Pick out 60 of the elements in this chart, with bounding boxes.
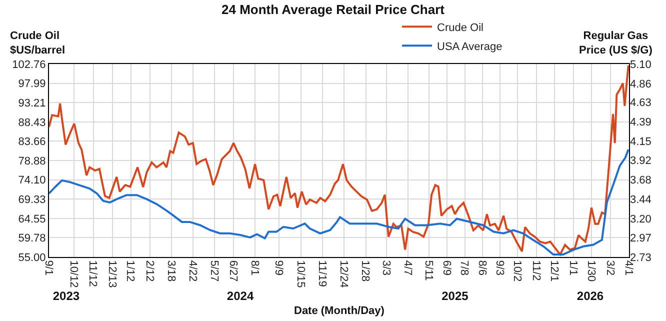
x2-tick-label: 2024 [226,289,254,303]
x-tick-label: 5/11 [422,260,435,281]
x-tick-label: 9/9 [272,260,284,276]
x-tick-label: 2/12 [143,260,156,282]
line-series [49,148,629,256]
chart-title: 24 Month Average Retail Price Chart [222,2,446,17]
x-tick-label: 12/13 [106,260,118,288]
y2-tick-label: 4.86 [630,78,652,90]
x-tick-label: 3/3 [380,260,392,276]
y-tick-label: 59.78 [18,232,46,245]
y2-tick-label: 4.63 [630,97,652,110]
y2-tick-label: 4.15 [630,136,652,148]
y-tick-label: 102.76 [12,58,46,71]
x-tick-label: 11/2 [530,260,542,281]
legend-label: Crude Oil [437,22,484,34]
x-tick-label: 5/27 [208,260,220,282]
y2-tick-label: 3.92 [630,154,652,167]
x-tick-label: 7/8 [458,260,470,276]
x2-tick-label: 2026 [576,289,604,303]
x-tick-label: 10/2 [511,260,524,282]
x-tick-label: 3/18 [164,260,177,282]
x-tick-label: 4/22 [186,260,198,282]
x-tick-label: 8/6 [476,260,488,276]
x-axis-title: Date (Month/Day) [294,305,385,317]
x-tick-label: 11/12 [86,260,99,287]
legend-label: USA Average [437,40,502,53]
y2-tick-label: 3.44 [630,194,652,206]
y2-tick-label: 2.97 [630,232,652,244]
y2-tick-label: 4.39 [630,116,652,129]
y-tick-label: 74.10 [18,174,46,187]
x2-tick-label: 2023 [52,289,80,303]
x-tick-label: 6/27 [226,260,239,282]
x2-tick-label: 2025 [442,289,469,303]
y2-tick-label: 3.20 [630,214,652,226]
x-tick-label: 1/1 [567,260,580,276]
x-tick-label: 9/3 [493,260,506,276]
x-tick-label: 8/1 [248,260,260,276]
x-tick-label: 10/12 [68,260,80,288]
x-tick-label: 1/30 [584,260,597,282]
x-tick-label: 1/12 [124,260,136,282]
x-tick-label: 12/24 [338,260,350,288]
x-tick-label: 4/7 [402,260,414,276]
x-tick-label: 6/9 [440,260,452,276]
y-tick-label: 97.99 [18,78,46,90]
x-tick-label: 1/28 [359,260,372,282]
x-tick-label: 3/2 [604,260,616,276]
x-tick-label: 10/15 [294,260,307,288]
y-tick-label: 78.88 [18,155,46,168]
y-tick-label: 69.33 [18,194,46,206]
y-axis-title: Crude Oil $US/barrel [10,30,66,56]
x-tick-label: 12/1 [548,260,560,282]
y2-axis-title: Regular Gas Price (US $/G) [579,30,653,56]
line-series [49,64,629,256]
y2-tick-label: 3.68 [630,174,652,186]
y2-tick-label: 5.10 [630,58,652,71]
x-tick-label: 11/19 [316,260,328,287]
y-tick-label: 64.55 [18,213,46,226]
y-tick-label: 93.21 [18,97,46,110]
y-tick-label: 88.43 [18,116,46,129]
y-tick-label: 83.66 [18,136,46,148]
